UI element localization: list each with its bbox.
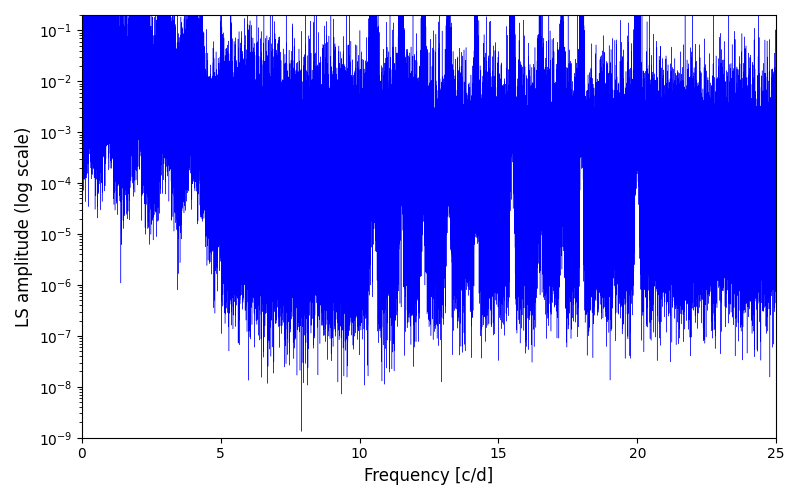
X-axis label: Frequency [c/d]: Frequency [c/d] bbox=[364, 467, 494, 485]
Y-axis label: LS amplitude (log scale): LS amplitude (log scale) bbox=[15, 126, 33, 326]
